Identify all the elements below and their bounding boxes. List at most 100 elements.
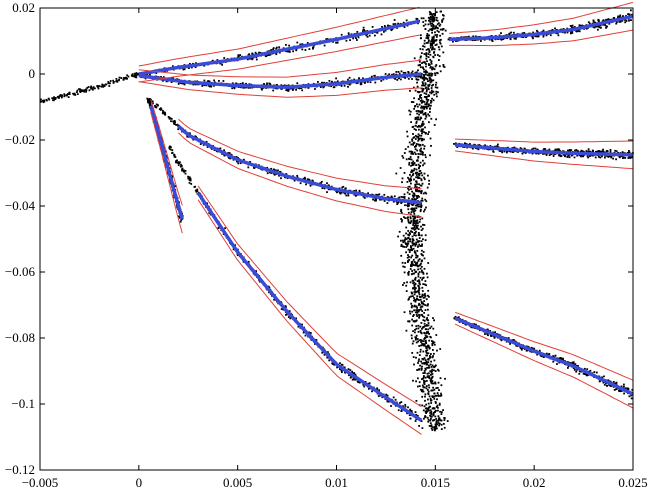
scatter-point: [412, 239, 415, 242]
scatter-point: [574, 149, 576, 152]
scatter-point: [534, 35, 537, 38]
scatter-point: [417, 290, 419, 293]
scatter-point: [404, 403, 407, 406]
scatter-point: [326, 356, 329, 359]
scatter-point: [251, 57, 254, 60]
scatter-point: [407, 242, 410, 245]
scatter-point: [415, 241, 418, 244]
scatter-point: [354, 373, 357, 376]
scatter-point: [623, 383, 625, 386]
scatter-point: [429, 101, 432, 104]
scatter-point: [411, 324, 414, 327]
scatter-point: [421, 197, 424, 200]
scatter-point: [277, 169, 279, 172]
scatter-point: [182, 169, 185, 172]
scatter-point: [392, 396, 395, 399]
scatter-point: [426, 89, 428, 91]
scatter-point: [382, 78, 385, 81]
scatter-point: [409, 268, 412, 270]
scatter-point: [386, 400, 389, 403]
scatter-point: [347, 78, 349, 81]
scatter-point: [415, 400, 418, 402]
scatter-point: [429, 28, 431, 31]
scatter-point: [134, 74, 137, 77]
scatter-point: [623, 392, 625, 395]
scatter-point: [195, 62, 197, 64]
scatter-point: [213, 84, 215, 87]
scatter-point: [208, 212, 211, 214]
scatter-point: [430, 371, 433, 374]
scatter-point: [618, 15, 621, 18]
scatter-point: [335, 41, 337, 44]
scatter-point: [567, 150, 570, 153]
scatter-point: [209, 85, 211, 88]
scatter-point: [408, 234, 410, 237]
scatter-point: [323, 44, 326, 47]
scatter-point: [299, 182, 302, 185]
scatter-point: [296, 41, 299, 44]
scatter-point: [420, 74, 423, 77]
scatter-point: [416, 204, 419, 207]
scatter-point: [368, 387, 370, 390]
scatter-point: [423, 75, 425, 77]
scatter-point: [420, 105, 423, 108]
scatter-point: [415, 198, 417, 201]
scatter-point: [76, 91, 78, 93]
scatter-point: [323, 353, 326, 356]
scatter-point: [303, 176, 306, 179]
scatter-point: [272, 49, 275, 51]
scatter-point: [412, 379, 414, 382]
scatter-point: [167, 163, 170, 165]
scatter-point: [427, 56, 430, 58]
scatter-point: [418, 293, 421, 296]
scatter-point: [421, 314, 423, 316]
scatter-point: [438, 39, 441, 42]
scatter-point: [477, 148, 480, 151]
scatter-point: [628, 19, 630, 22]
scatter-point: [147, 101, 150, 104]
scatter-point: [415, 220, 417, 223]
scatter-point: [92, 86, 95, 88]
scatter-point: [531, 347, 534, 350]
scatter-point: [434, 423, 437, 426]
scatter-point: [442, 64, 445, 66]
scatter-point: [614, 149, 616, 152]
scatter-point: [574, 363, 577, 365]
scatter-point: [383, 200, 386, 202]
scatter-point: [408, 185, 411, 188]
scatter-point: [254, 51, 257, 54]
scatter-point: [412, 247, 415, 250]
scatter-point: [94, 87, 96, 90]
scatter-point: [575, 149, 578, 151]
scatter-point: [43, 99, 45, 102]
scatter-point: [419, 110, 422, 113]
scatter-point: [63, 93, 66, 96]
scatter-point: [420, 76, 422, 79]
scatter-point: [440, 413, 443, 415]
scatter-point: [411, 198, 414, 200]
scatter-point: [544, 148, 547, 150]
scatter-point: [415, 110, 418, 112]
scatter-point: [413, 281, 416, 284]
scatter-point: [602, 150, 605, 153]
scatter-point: [496, 145, 499, 148]
scatter-point: [358, 189, 361, 192]
scatter-point: [400, 196, 403, 198]
scatter-point: [576, 154, 579, 157]
scatter-point: [604, 24, 606, 26]
scatter-point: [493, 336, 496, 338]
scatter-point: [404, 405, 407, 408]
scatter-point: [424, 359, 427, 361]
scatter-point: [621, 19, 624, 22]
scatter-point: [423, 138, 425, 141]
scatter-point: [411, 279, 414, 282]
scatter-point: [429, 355, 431, 357]
scatter-point: [425, 114, 428, 117]
scatter-point: [431, 43, 434, 45]
scatter-point: [420, 234, 423, 237]
scatter-point: [411, 310, 414, 313]
scatter-point: [371, 26, 374, 28]
scatter-point: [169, 148, 172, 151]
scatter-point: [418, 299, 420, 301]
scatter-point: [554, 148, 557, 151]
